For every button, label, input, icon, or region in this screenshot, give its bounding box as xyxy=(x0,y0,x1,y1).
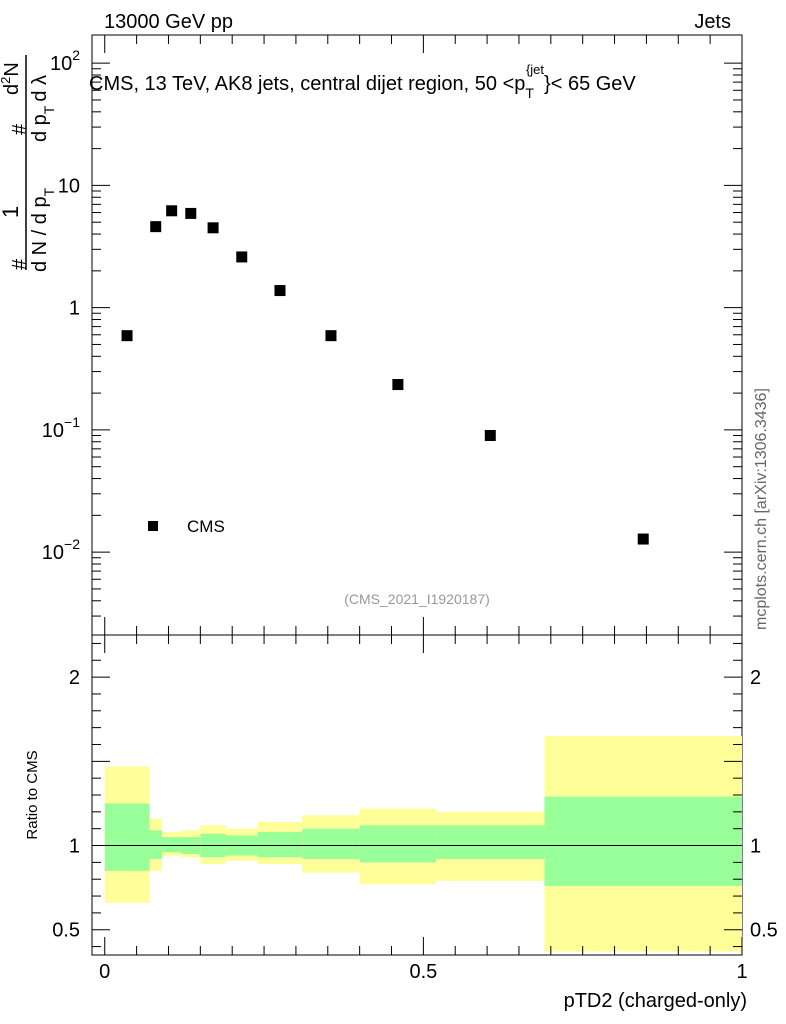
ratio-band-inner xyxy=(162,837,182,853)
ratio-y-tick-label-right: 0.5 xyxy=(750,920,778,942)
ratio-x-ticks: 0 0.5 1 xyxy=(99,635,748,983)
ratio-y-tick-label-left: 2 xyxy=(69,667,80,689)
legend-label-cms: CMS xyxy=(187,517,225,536)
data-point xyxy=(121,330,133,342)
main-y-ticks: 102 10 1 10−1 10−2 xyxy=(42,47,742,617)
data-point xyxy=(185,207,197,219)
svg-text:#: # xyxy=(9,258,31,270)
x-tick-label: 0 xyxy=(99,961,110,983)
ratio-band-inner xyxy=(104,803,150,871)
ratio-y-ticks: 2 2 1 1 0.5 0.5 xyxy=(52,642,778,948)
main-x-ticks xyxy=(104,35,743,635)
y-tick-label: 1 xyxy=(69,298,80,320)
data-point xyxy=(325,330,337,342)
data-point xyxy=(392,379,404,391)
x-tick-label: 0.5 xyxy=(409,961,437,983)
ratio-y-tick-label-right: 1 xyxy=(750,836,761,858)
ratio-band-inner xyxy=(359,825,437,863)
ratio-y-label: Ratio to CMS xyxy=(24,750,41,839)
side-label: mcplots.cern.ch [arXiv:1306.3436] xyxy=(753,388,770,630)
data-point xyxy=(236,251,248,263)
x-tick-label: 1 xyxy=(736,961,747,983)
ratio-band-inner xyxy=(257,832,303,858)
data-point xyxy=(637,533,649,545)
data-point xyxy=(207,222,219,234)
header-right: Jets xyxy=(694,11,731,33)
main-y-label-dp: d pTd λ xyxy=(29,75,57,142)
ratio-y-tick-label-left: 1 xyxy=(69,836,80,858)
data-point xyxy=(484,429,496,441)
main-y-label-num: d2N xyxy=(0,62,23,95)
svg-text:1: 1 xyxy=(0,206,23,218)
main-y-label-den: d N / d pT xyxy=(29,187,57,272)
header-left: 13000 GeV pp xyxy=(104,11,233,33)
y-tick-label: 10−2 xyxy=(42,536,80,564)
main-y-label: # 1 d N / d pT # d2N d pTd λ xyxy=(0,55,57,272)
data-point xyxy=(274,285,286,297)
legend-marker-cms xyxy=(148,521,158,531)
analysis-id-watermark: (CMS_2021_I1920187) xyxy=(344,591,490,607)
ratio-band-inner xyxy=(302,828,360,859)
data-point xyxy=(150,221,162,233)
x-axis-label: pTD2 (charged-only) xyxy=(564,990,747,1012)
y-tick-label: 10−1 xyxy=(42,414,80,442)
ratio-y-tick-label-left: 0.5 xyxy=(52,920,80,942)
ratio-band-inner xyxy=(436,825,545,859)
svg-text:#: # xyxy=(9,123,31,135)
ratio-y-tick-label-right: 2 xyxy=(750,667,761,689)
ratio-bands xyxy=(104,736,742,952)
data-point xyxy=(166,205,178,217)
y-tick-label: 102 xyxy=(50,47,80,75)
main-panel-frame xyxy=(91,34,743,636)
ratio-band-inner xyxy=(149,830,163,859)
main-data-points xyxy=(121,205,649,545)
ratio-band-inner xyxy=(544,796,742,886)
y-tick-label: 10 xyxy=(58,175,80,197)
main-title: CMS, 13 TeV, AK8 jets, central dijet reg… xyxy=(89,62,636,101)
